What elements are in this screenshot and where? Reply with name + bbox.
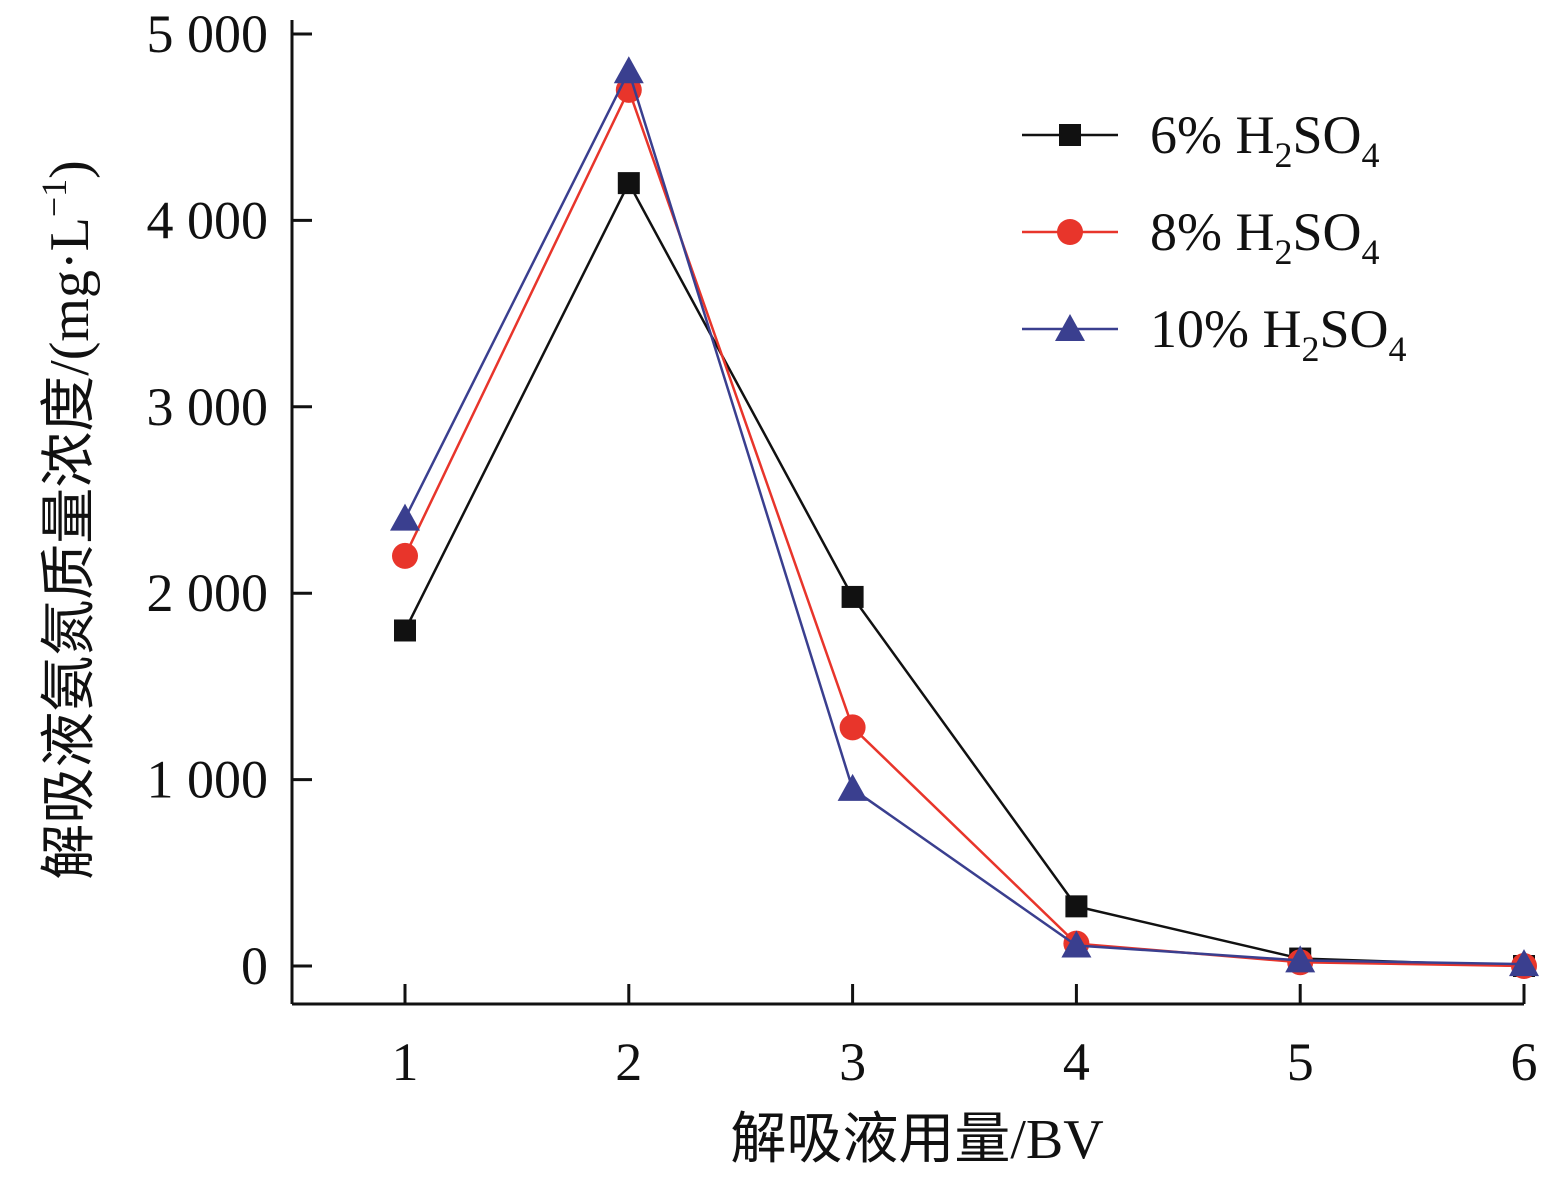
legend-marker xyxy=(1059,124,1081,146)
legend-label-subscript: 2 xyxy=(1274,135,1292,175)
legend-label: 10% H2SO4 xyxy=(1150,299,1407,369)
y-axis-title-main: 解吸液氨氮质量浓度/(mg·L xyxy=(39,217,101,880)
data-point xyxy=(1509,949,1539,977)
data-point xyxy=(392,542,418,569)
x-tick-label: 2 xyxy=(615,1032,642,1092)
y-axis-title-superscript: −1 xyxy=(34,179,74,217)
series-square xyxy=(394,172,1535,977)
y-tick-label: 1 000 xyxy=(147,750,269,810)
data-point xyxy=(394,619,416,642)
data-point xyxy=(613,56,644,84)
data-point xyxy=(1065,895,1088,918)
legend-item: 6% H2SO4 xyxy=(1022,105,1380,175)
series-line xyxy=(403,67,1525,966)
legend-label-text: 10% H xyxy=(1150,299,1301,359)
legend-label-text: SO xyxy=(1292,105,1361,165)
legend-marker xyxy=(1055,314,1085,341)
x-tick-label: 3 xyxy=(839,1032,866,1092)
legend-label: 6% H2SO4 xyxy=(1150,105,1380,175)
series-layer xyxy=(390,56,1539,979)
data-point xyxy=(1285,945,1316,973)
legend-label-text: SO xyxy=(1292,202,1361,262)
x-tick-label: 1 xyxy=(392,1032,419,1092)
y-tick-label: 3 000 xyxy=(147,377,269,437)
x-tick-label: 6 xyxy=(1511,1032,1538,1092)
legend-item: 8% H2SO4 xyxy=(1022,202,1380,272)
data-point xyxy=(390,503,420,531)
legend-label-subscript: 2 xyxy=(1301,329,1319,369)
legend-item: 10% H2SO4 xyxy=(1022,299,1407,369)
axes xyxy=(290,20,1524,1006)
y-tick-label: 5 000 xyxy=(147,4,269,64)
legend-label-subscript: 4 xyxy=(1389,329,1407,369)
legend-label-subscript: 2 xyxy=(1274,232,1292,272)
y-tick-label: 2 000 xyxy=(147,563,269,623)
series-triangle xyxy=(390,56,1539,977)
legend-label-text: 8% H xyxy=(1150,202,1274,262)
x-axis-title: 解吸液用量/BV xyxy=(730,1109,1103,1171)
y-axis-title: 解吸液氨氮质量浓度/(mg·L−1) xyxy=(34,160,101,880)
series-line xyxy=(403,86,1525,968)
data-point xyxy=(837,773,868,801)
data-point xyxy=(1061,930,1092,958)
x-axis-ticks: 1 2 3 4 5 6 xyxy=(392,984,1538,1092)
legend-label-text: 6% H xyxy=(1150,105,1274,165)
series-circle xyxy=(392,76,1537,979)
legend-marker xyxy=(1057,219,1083,245)
x-tick-label: 5 xyxy=(1287,1032,1314,1092)
data-point xyxy=(617,172,640,195)
y-axis-ticks: 0 1 000 2 000 3 000 4 000 5 000 xyxy=(147,4,312,996)
y-axis-title-close: ) xyxy=(39,160,101,179)
legend-label-text: SO xyxy=(1319,299,1388,359)
legend-label: 8% H2SO4 xyxy=(1150,202,1380,272)
data-point xyxy=(839,714,866,741)
y-tick-label: 0 xyxy=(241,936,268,996)
y-tick-label: 4 000 xyxy=(147,190,269,250)
legend-label-subscript: 4 xyxy=(1362,232,1380,272)
x-tick-label: 4 xyxy=(1063,1032,1090,1092)
legend-label-subscript: 4 xyxy=(1362,135,1380,175)
data-point xyxy=(841,585,864,608)
